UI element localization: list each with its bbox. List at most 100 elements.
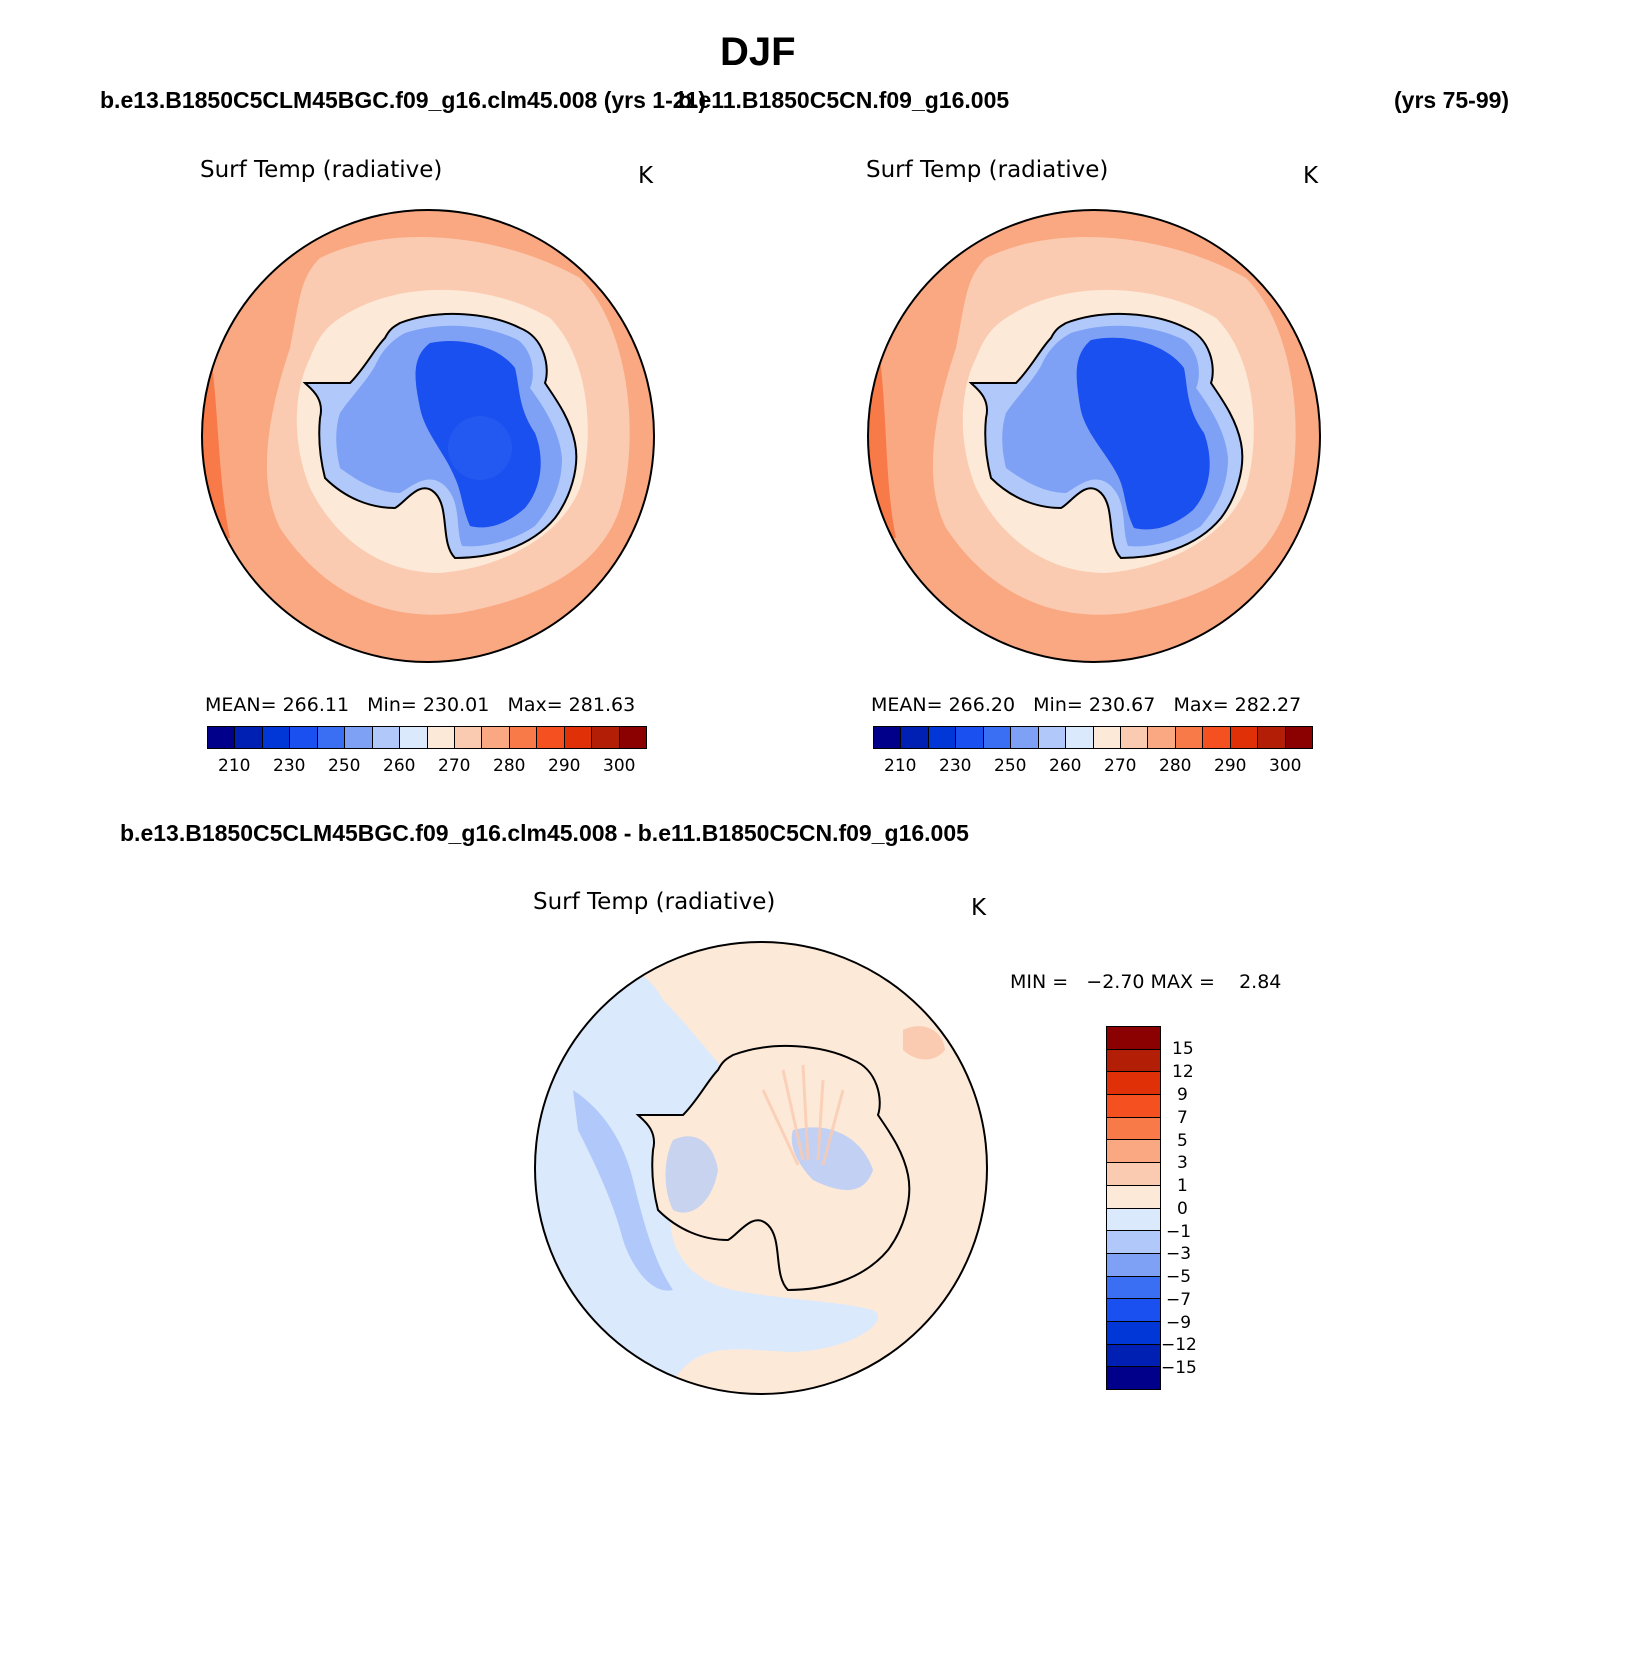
right-map (867, 209, 1321, 663)
diff-title: b.e13.B1850C5CLM45BGC.f09_g16.clm45.008 … (120, 820, 969, 846)
diff-tick-label: 5 (1177, 1131, 1188, 1151)
diff-ocean-cool (535, 956, 879, 1394)
left-tick-label: 260 (383, 756, 416, 776)
right-tick-label: 260 (1049, 756, 1082, 776)
colorbar-swatch (1120, 727, 1149, 748)
colorbar-swatch (208, 727, 236, 748)
right-tick-label: 290 (1214, 756, 1247, 776)
diff-tick-label: 7 (1177, 1108, 1188, 1128)
colorbar-swatch (509, 727, 538, 748)
colorbar-swatch (928, 727, 957, 748)
right-tick-label: 230 (939, 756, 972, 776)
right-units: K (1303, 163, 1319, 189)
colorbar-swatch (290, 727, 318, 748)
diff-tick-label: −1 (1166, 1222, 1192, 1242)
colorbar-swatch (1107, 1344, 1160, 1368)
colorbar-swatch (235, 727, 263, 748)
left-tick-label: 270 (438, 756, 471, 776)
diff-tick-label: −3 (1166, 1244, 1192, 1264)
diff-tick-label: 1 (1177, 1176, 1188, 1196)
diff-map (534, 941, 988, 1395)
colorbar-swatch (1107, 1049, 1160, 1073)
diff-tick-label: −9 (1166, 1313, 1192, 1333)
right-plateau (1076, 337, 1210, 530)
colorbar-swatch (1285, 727, 1312, 748)
colorbar-swatch (1038, 727, 1067, 748)
diff-colorbar (1106, 1026, 1161, 1390)
colorbar-swatch (372, 727, 401, 748)
diff-map-border (534, 941, 988, 1395)
diff-stats: MIN = −2.70 MAX = 2.84 (1010, 971, 1282, 993)
right-map-border (867, 209, 1321, 663)
colorbar-swatch (317, 727, 346, 748)
left-map (201, 209, 655, 663)
case-right-title: b.e11.B1850C5CN.f09_g16.005 (678, 87, 1010, 113)
colorbar-swatch (1107, 1117, 1160, 1141)
colorbar-swatch (1107, 1027, 1160, 1050)
colorbar-swatch (1107, 1095, 1160, 1118)
colorbar-swatch (956, 727, 984, 748)
left-tick-label: 290 (548, 756, 581, 776)
diff-tick-label: −15 (1161, 1358, 1197, 1378)
diff-tick-label: 12 (1172, 1062, 1194, 1082)
diff-tick-label: −12 (1161, 1335, 1197, 1355)
left-map-border (201, 209, 655, 663)
colorbar-swatch (1148, 727, 1176, 748)
left-plot-title: Surf Temp (radiative) (200, 157, 443, 183)
colorbar-swatch (1107, 1185, 1160, 1209)
colorbar-swatch (901, 727, 929, 748)
colorbar-swatch (1107, 1231, 1160, 1254)
right-tick-label: 250 (994, 756, 1027, 776)
left-colorbar (207, 726, 647, 749)
diff-interior-cool (791, 1127, 873, 1190)
left-tick-label: 210 (218, 756, 251, 776)
left-tick-label: 300 (603, 756, 636, 776)
diff-tick-label: 9 (1177, 1085, 1188, 1105)
left-stats: MEAN= 266.11 Min= 230.01 Max= 281.63 (205, 694, 636, 716)
colorbar-swatch (1011, 727, 1039, 748)
left-units: K (638, 163, 654, 189)
right-tick-label: 280 (1159, 756, 1192, 776)
diff-cool-band (573, 1090, 673, 1291)
diff-units: K (971, 895, 987, 921)
diff-tick-label: 0 (1177, 1199, 1188, 1219)
left-tick-label: 280 (493, 756, 526, 776)
colorbar-swatch (454, 727, 483, 748)
diff-plot-title: Surf Temp (radiative) (533, 889, 776, 915)
diff-warm-spot (903, 1026, 945, 1060)
colorbar-swatch (400, 727, 428, 748)
main-title: DJF (720, 30, 796, 74)
colorbar-swatch (1203, 727, 1231, 748)
right-plot-title: Surf Temp (radiative) (866, 157, 1109, 183)
colorbar-swatch (1107, 1367, 1160, 1389)
colorbar-swatch (537, 727, 565, 748)
colorbar-swatch (619, 727, 646, 748)
colorbar-swatch (1107, 1299, 1160, 1322)
colorbar-swatch (1107, 1163, 1160, 1186)
colorbar-swatch (1107, 1140, 1160, 1164)
colorbar-swatch (345, 727, 373, 748)
colorbar-swatch (262, 727, 291, 748)
colorbar-swatch (1107, 1208, 1160, 1232)
right-colorbar (873, 726, 1313, 749)
right-tick-label: 210 (884, 756, 917, 776)
colorbar-swatch (1258, 727, 1286, 748)
colorbar-swatch (1175, 727, 1204, 748)
diff-tick-label: 3 (1177, 1153, 1188, 1173)
colorbar-swatch (564, 727, 593, 748)
colorbar-swatch (1066, 727, 1094, 748)
colorbar-swatch (1107, 1321, 1160, 1345)
left-tick-label: 250 (328, 756, 361, 776)
diff-tick-label: −5 (1166, 1267, 1192, 1287)
colorbar-swatch (592, 727, 620, 748)
colorbar-swatch (1107, 1072, 1160, 1096)
right-tick-label: 300 (1269, 756, 1302, 776)
right-stats: MEAN= 266.20 Min= 230.67 Max= 282.27 (871, 694, 1302, 716)
left-plateau-core (448, 416, 512, 480)
diff-antarctica (635, 1044, 911, 1292)
left-plateau (415, 340, 541, 528)
case-right-years: (yrs 75-99) (1394, 87, 1510, 113)
colorbar-swatch (874, 727, 902, 748)
left-tick-label: 230 (273, 756, 306, 776)
diff-tick-label: 15 (1172, 1039, 1194, 1059)
